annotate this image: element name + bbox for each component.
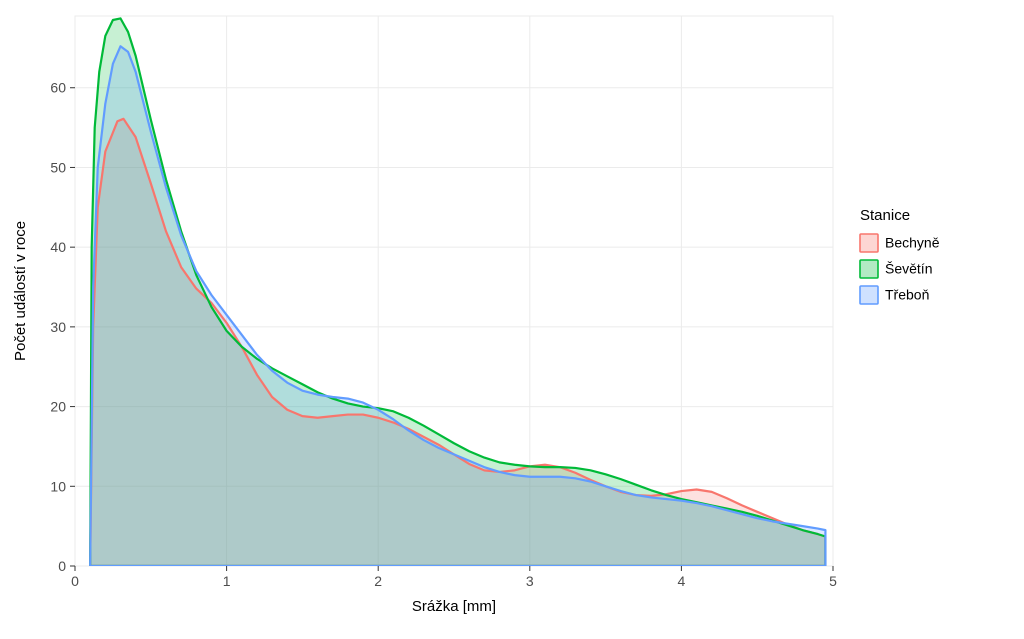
y-tick-label: 10 xyxy=(50,478,66,494)
x-tick-label: 2 xyxy=(374,573,382,589)
x-tick-label: 4 xyxy=(678,573,686,589)
legend-label: Bechyně xyxy=(885,235,940,251)
y-tick-label: 0 xyxy=(58,558,66,574)
chart-container: 0123450102030405060Srážka [mm]Počet udál… xyxy=(0,0,1024,639)
y-tick-label: 50 xyxy=(50,159,66,175)
x-tick-label: 3 xyxy=(526,573,534,589)
legend: Stanice Bechyně Ševětín Třeboň xyxy=(860,207,940,304)
y-tick-label: 60 xyxy=(50,80,66,96)
x-tick-label: 5 xyxy=(829,573,837,589)
legend-label: Třeboň xyxy=(885,287,929,303)
legend-swatch xyxy=(860,234,878,252)
y-tick-label: 20 xyxy=(50,399,66,415)
legend-label: Ševětín xyxy=(885,261,932,277)
x-tick-label: 0 xyxy=(71,573,79,589)
legend-title: Stanice xyxy=(860,207,910,224)
legend-swatch xyxy=(860,286,878,304)
y-axis-label: Počet událostí v roce xyxy=(12,221,29,361)
y-tick-label: 40 xyxy=(50,239,66,255)
y-tick-label: 30 xyxy=(50,319,66,335)
density-chart: 0123450102030405060Srážka [mm]Počet udál… xyxy=(0,0,1024,639)
legend-swatch xyxy=(860,260,878,278)
x-tick-label: 1 xyxy=(223,573,231,589)
x-axis-label: Srážka [mm] xyxy=(412,598,496,615)
